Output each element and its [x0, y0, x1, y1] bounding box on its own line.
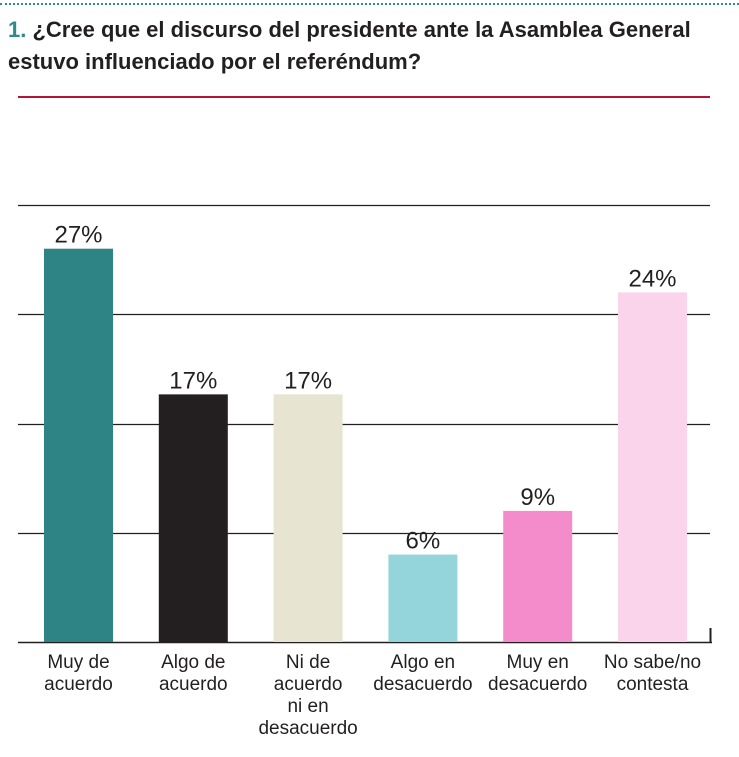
category-label-line: desacuerdo: [258, 718, 357, 739]
gridlines: [18, 204, 712, 644]
value-labels: 27% 17% 17% 6% 9% 24%: [54, 222, 676, 555]
category-label-line: acuerdo: [274, 674, 343, 695]
category-label: Algo de acuerdo: [159, 652, 228, 695]
bar-value-label: 27%: [54, 222, 102, 249]
category-label: Ni de acuerdo ni en desacuerdo: [258, 652, 357, 739]
category-label-line: Algo en: [391, 652, 455, 673]
bar-value-label: 17%: [284, 367, 332, 394]
category-label-line: acuerdo: [159, 674, 228, 695]
category-label-line: contesta: [617, 674, 689, 695]
category-label-line: ni en: [287, 696, 328, 717]
bar: [388, 554, 458, 642]
category-label-line: No sabe/no: [604, 652, 701, 673]
category-label-line: Ni de: [286, 652, 330, 673]
category-label-line: Muy de: [47, 652, 109, 673]
bar: [273, 394, 343, 642]
top-dotted-divider: [0, 3, 739, 5]
category-label-line: Algo de: [161, 652, 225, 673]
category-label-line: Muy en: [507, 652, 569, 673]
category-label-line: acuerdo: [44, 674, 113, 695]
bar: [158, 394, 228, 642]
bar: [503, 510, 573, 642]
bar: [44, 248, 113, 642]
bar-value-label: 24%: [628, 265, 676, 292]
category-label: No sabe/no contesta: [604, 652, 701, 695]
bars: [44, 248, 687, 642]
bar-value-label: 9%: [520, 484, 555, 511]
bar-value-label: 6%: [406, 528, 441, 555]
category-label: Muy en desacuerdo: [488, 652, 587, 695]
question-title: 1. ¿Cree que el discurso del presidente …: [8, 14, 733, 78]
category-label: Muy de acuerdo: [44, 652, 113, 695]
question-number: 1.: [8, 17, 27, 42]
bar: [618, 292, 687, 642]
category-label-line: desacuerdo: [373, 674, 472, 695]
title-underline: [18, 96, 710, 98]
category-label: Algo en desacuerdo: [373, 652, 472, 695]
category-label-line: desacuerdo: [488, 674, 587, 695]
bar-value-label: 17%: [169, 367, 217, 394]
question-text: ¿Cree que el discurso del presidente ant…: [8, 17, 691, 74]
